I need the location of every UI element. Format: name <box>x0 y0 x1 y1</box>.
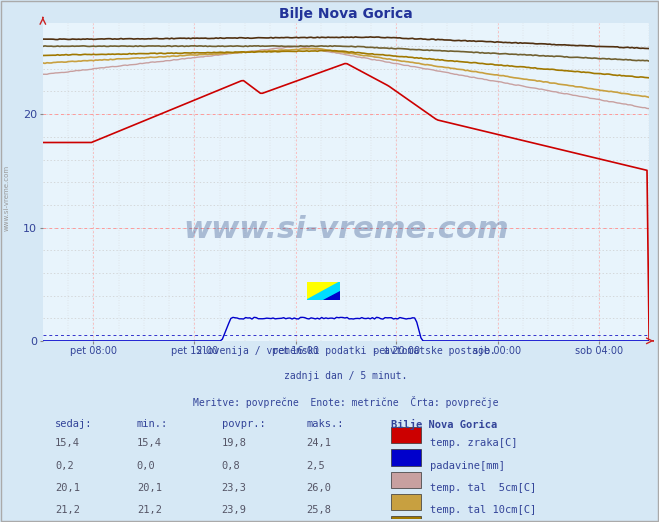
Text: 2,5: 2,5 <box>306 461 326 471</box>
Text: zadnji dan / 5 minut.: zadnji dan / 5 minut. <box>284 371 408 381</box>
Text: min.:: min.: <box>137 419 168 430</box>
Text: 0,2: 0,2 <box>55 461 74 471</box>
Text: maks.:: maks.: <box>306 419 344 430</box>
Text: temp. tal  5cm[C]: temp. tal 5cm[C] <box>430 483 536 493</box>
Bar <box>391 494 420 510</box>
Text: www.si-vreme.com: www.si-vreme.com <box>183 215 509 244</box>
Polygon shape <box>306 282 340 300</box>
Bar <box>391 427 420 443</box>
Text: www.si-vreme.com: www.si-vreme.com <box>3 165 10 231</box>
Text: 21,2: 21,2 <box>137 505 162 515</box>
Text: 20,1: 20,1 <box>55 483 80 493</box>
Text: 23,3: 23,3 <box>221 483 246 493</box>
Text: 25,8: 25,8 <box>306 505 331 515</box>
Text: 15,4: 15,4 <box>55 438 80 448</box>
Text: padavine[mm]: padavine[mm] <box>430 461 505 471</box>
Bar <box>391 516 420 522</box>
Text: Meritve: povprečne  Enote: metrične  Črta: povprečje: Meritve: povprečne Enote: metrične Črta:… <box>193 396 499 408</box>
Text: 24,1: 24,1 <box>306 438 331 448</box>
Text: Slovenija / vremenski podatki - avtomatske postaje.: Slovenija / vremenski podatki - avtomats… <box>196 346 496 356</box>
Title: Bilje Nova Gorica: Bilje Nova Gorica <box>279 7 413 21</box>
Text: temp. zraka[C]: temp. zraka[C] <box>430 438 517 448</box>
Text: povpr.:: povpr.: <box>221 419 266 430</box>
Text: Bilje Nova Gorica: Bilje Nova Gorica <box>391 419 498 431</box>
Polygon shape <box>323 291 340 300</box>
Text: 19,8: 19,8 <box>221 438 246 448</box>
Text: 21,2: 21,2 <box>55 505 80 515</box>
Polygon shape <box>306 282 340 300</box>
Text: 23,9: 23,9 <box>221 505 246 515</box>
Bar <box>391 472 420 488</box>
Text: 0,8: 0,8 <box>221 461 241 471</box>
Text: 0,0: 0,0 <box>137 461 156 471</box>
Text: 26,0: 26,0 <box>306 483 331 493</box>
Text: sedaj:: sedaj: <box>55 419 92 430</box>
Bar <box>391 449 420 466</box>
Text: 15,4: 15,4 <box>137 438 162 448</box>
Text: 20,1: 20,1 <box>137 483 162 493</box>
Text: temp. tal 10cm[C]: temp. tal 10cm[C] <box>430 505 536 515</box>
